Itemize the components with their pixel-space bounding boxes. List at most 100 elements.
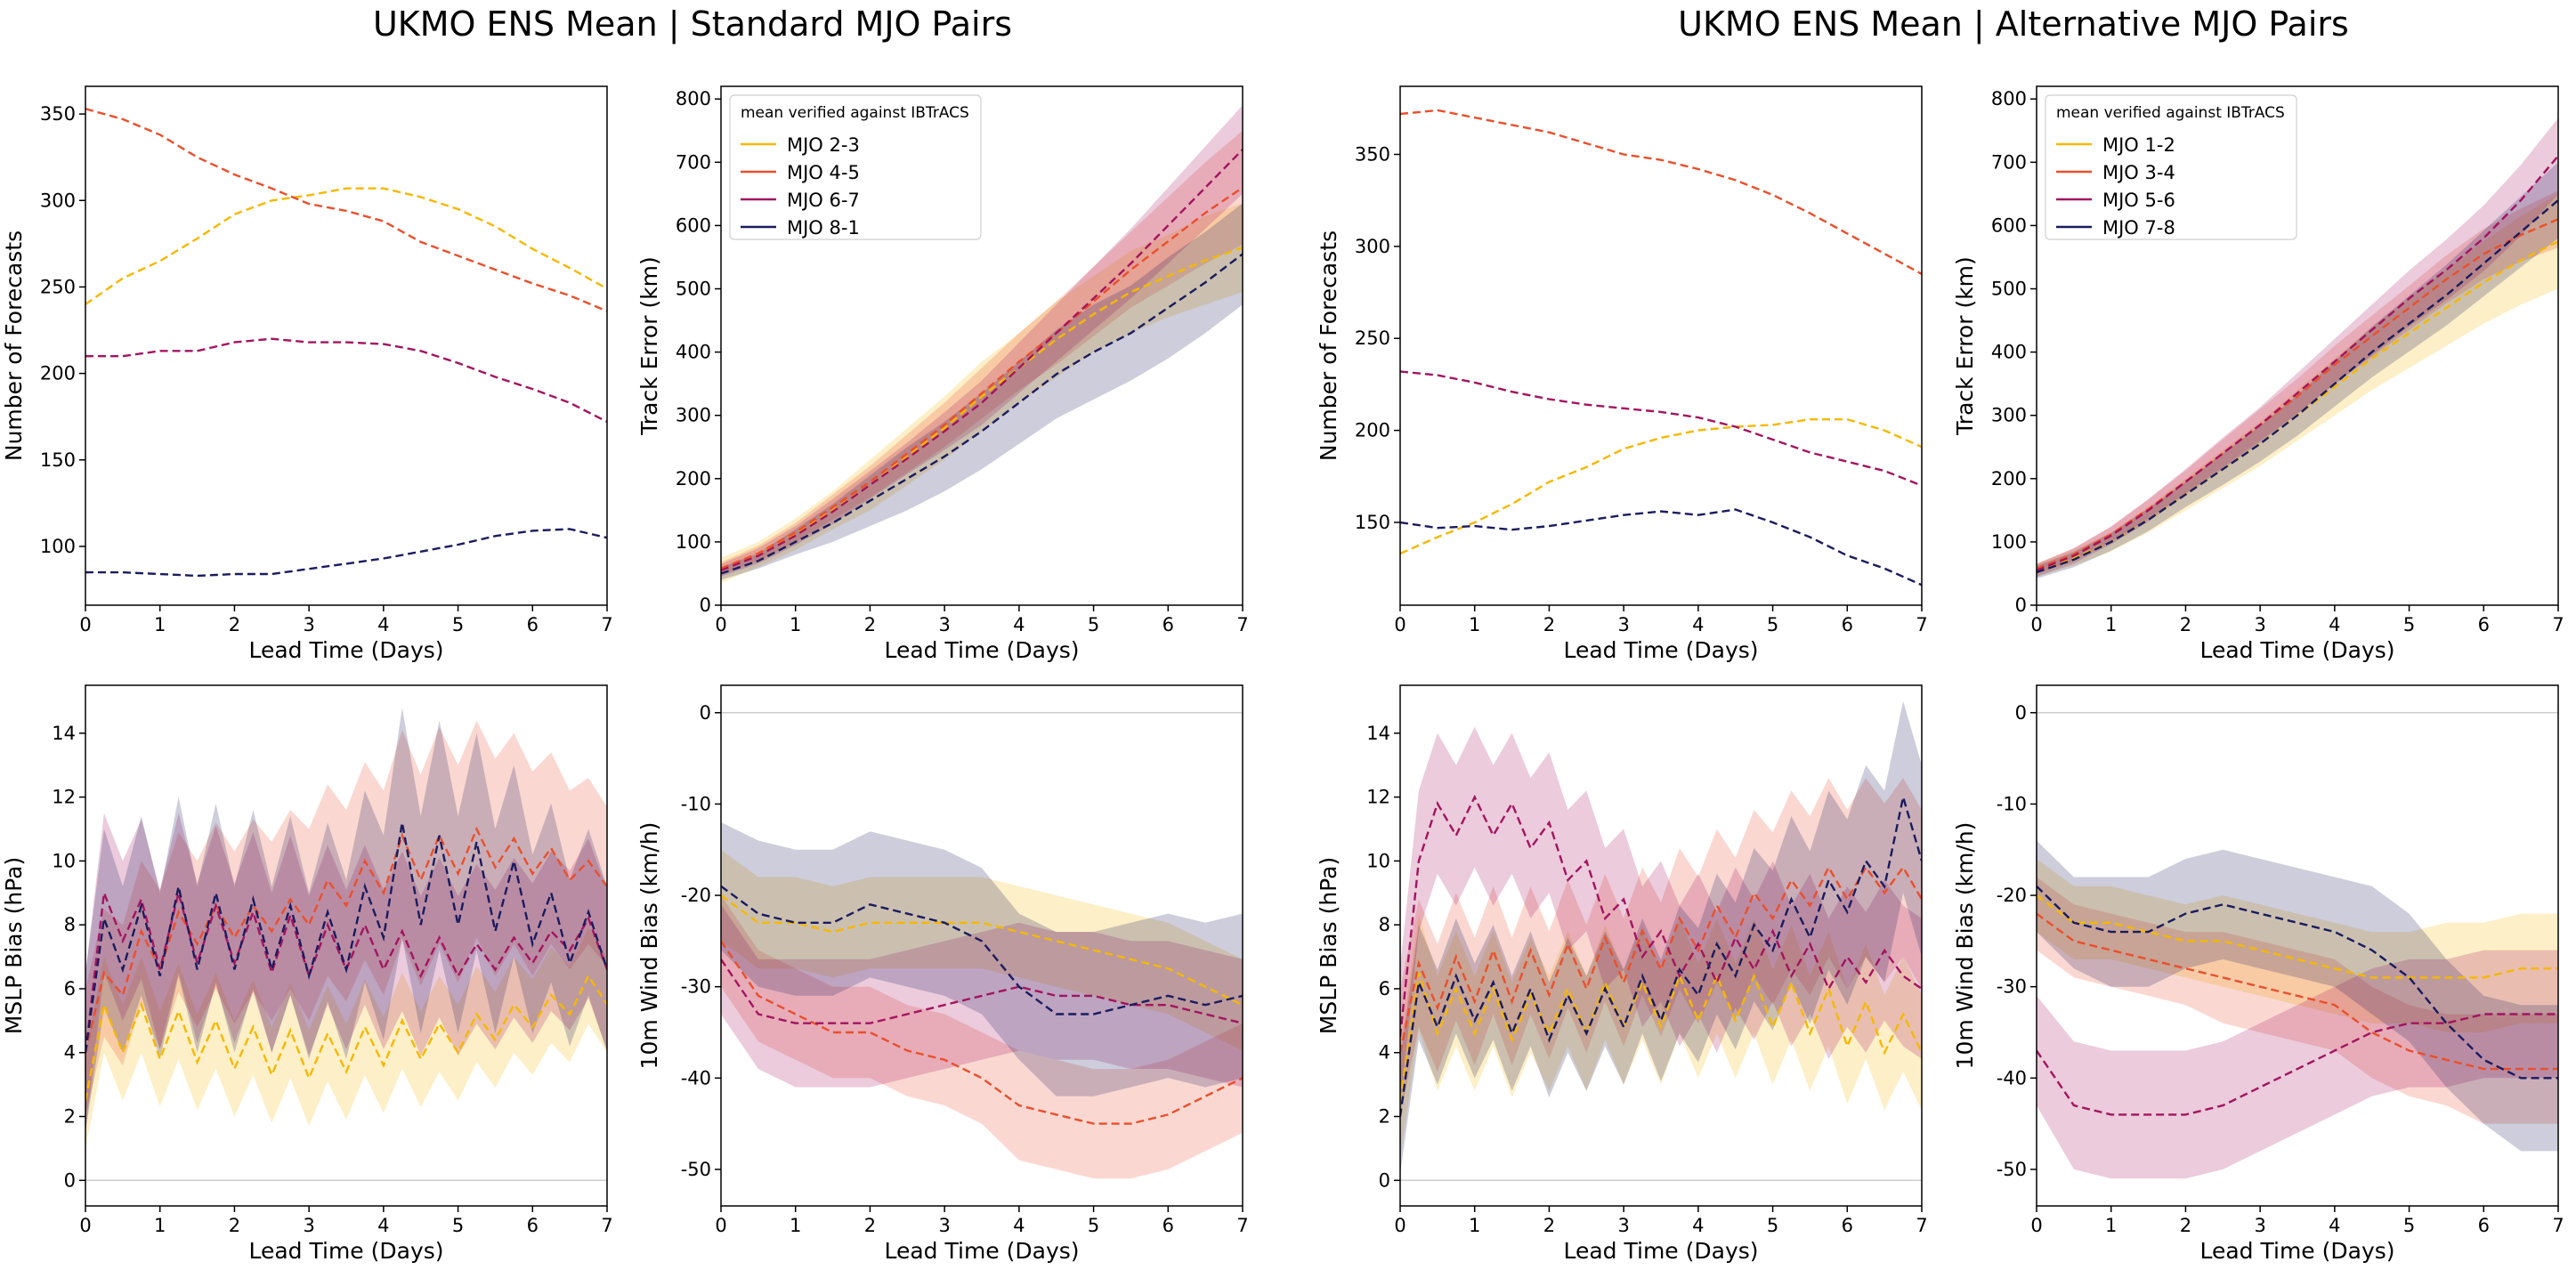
band-navy <box>85 708 607 1133</box>
y-tick-label: 800 <box>1991 88 2027 109</box>
y-tick-label: 600 <box>676 214 711 236</box>
x-tick-label: 4 <box>1013 1215 1025 1236</box>
y-tick-label: 2 <box>1379 1106 1390 1128</box>
legend-label: MJO 4-5 <box>787 162 860 183</box>
series-line-navy <box>85 528 607 578</box>
x-tick-label: 0 <box>715 614 726 635</box>
y-tick-label: 14 <box>1366 723 1390 744</box>
x-axis-label: Lead Time (Days) <box>248 637 443 663</box>
y-tick-label: 6 <box>64 978 76 999</box>
x-tick-label: 4 <box>377 614 389 635</box>
x-tick-label: 6 <box>1162 614 1174 635</box>
series-line-yellow <box>85 974 607 1101</box>
x-tick-label: 2 <box>1543 614 1555 635</box>
band-orange <box>1400 778 1922 1117</box>
y-tick-label: 10 <box>52 850 76 871</box>
x-tick-label: 3 <box>2254 1215 2265 1236</box>
x-tick-label: 3 <box>1617 614 1629 635</box>
y-tick-label: 300 <box>1355 236 1390 257</box>
x-tick-label: 4 <box>1013 614 1025 635</box>
y-tick-label: -30 <box>1997 976 2027 998</box>
series-line-orange <box>1400 109 1922 275</box>
y-tick-label: 0 <box>64 1169 76 1191</box>
y-tick-label: 400 <box>1991 342 2027 363</box>
chart-alt-count: 0 1 2 3 4 5 6 7 150 200 250 300 350 Lead Time (Days) N… <box>1316 85 1928 663</box>
y-tick-label: 12 <box>52 787 76 808</box>
series-line-yellow <box>1400 972 1922 1101</box>
y-tick-label: 250 <box>40 276 76 297</box>
y-tick-label: 500 <box>676 279 711 300</box>
x-tick-label: 5 <box>2403 614 2415 635</box>
series-line-yellow <box>2037 894 2558 979</box>
y-tick-label: 4 <box>1379 1042 1390 1064</box>
y-tick-label: 350 <box>40 103 76 125</box>
y-tick-label: 100 <box>676 531 711 553</box>
band-navy <box>1400 700 1922 1175</box>
x-tick-label: 2 <box>864 1215 876 1236</box>
y-tick-label: 350 <box>1355 143 1390 165</box>
series-line-magenta <box>2037 1013 2558 1116</box>
y-tick-label: -40 <box>1997 1067 2027 1088</box>
y-tick-label: -10 <box>681 793 711 814</box>
x-tick-label: 3 <box>938 1215 950 1236</box>
band-navy <box>721 821 1243 1096</box>
series-line-navy <box>721 253 1243 575</box>
y-axis-label: Number of Forecasts <box>1 231 27 461</box>
series-line-navy <box>721 885 1243 1015</box>
series-line-magenta <box>2037 155 2558 572</box>
legend-label: MJO 7-8 <box>2102 217 2175 239</box>
axes-frame <box>2036 684 2559 1207</box>
x-tick-label: 1 <box>154 1215 166 1236</box>
y-tick-label: 600 <box>1991 214 2027 236</box>
axes-frame <box>720 684 1243 1207</box>
x-tick-label: 1 <box>154 614 166 635</box>
y-tick-label: 200 <box>676 468 711 489</box>
series-line-orange <box>1400 865 1922 1053</box>
x-tick-label: 7 <box>601 614 612 635</box>
y-tick-label: 700 <box>1991 151 2027 173</box>
series-line-magenta <box>1400 794 1922 1037</box>
y-axis-label: MSLP Bias (hPa) <box>1316 857 1341 1034</box>
x-tick-label: 2 <box>2180 1215 2191 1236</box>
x-tick-label: 2 <box>1543 1215 1555 1236</box>
series-line-orange <box>2037 912 2558 1071</box>
y-axis-label: Number of Forecasts <box>1316 231 1341 461</box>
x-tick-label: 5 <box>1767 1215 1778 1236</box>
y-tick-label: 6 <box>1379 978 1390 999</box>
band-orange <box>2037 877 2558 1124</box>
y-tick-label: -10 <box>1997 793 2027 814</box>
series-line-yellow <box>1400 418 1922 555</box>
legend-label: MJO 2-3 <box>787 134 860 156</box>
series-line-orange <box>85 826 607 1053</box>
band-magenta <box>1400 726 1922 1107</box>
x-tick-label: 6 <box>527 1215 539 1236</box>
y-tick-label: 0 <box>700 702 711 724</box>
y-tick-label: 0 <box>2015 595 2027 616</box>
y-tick-label: -40 <box>681 1067 711 1088</box>
chart-alt-wind: 0 1 2 3 4 5 6 7 0 -10 -20 -30 -40 -50 Lead Time (Days)… <box>1952 684 2564 1264</box>
x-tick-label: 2 <box>229 614 240 635</box>
y-tick-label: -30 <box>681 976 711 998</box>
x-tick-label: 3 <box>303 1215 314 1236</box>
band-navy <box>721 203 1243 580</box>
x-tick-label: 0 <box>2030 614 2042 635</box>
series-line-yellow <box>85 187 607 305</box>
series-line-navy <box>2037 199 2558 574</box>
band-yellow <box>85 927 607 1149</box>
chart-std-count: 0 1 2 3 4 5 6 7 100 150 200 250 300 350 Lead Time (Day… <box>1 85 613 663</box>
x-tick-label: 7 <box>1916 614 1927 635</box>
y-tick-label: 8 <box>64 914 76 935</box>
y-tick-label: 400 <box>676 342 711 363</box>
x-tick-label: 7 <box>2552 1215 2564 1236</box>
x-tick-label: 6 <box>1842 1215 1853 1236</box>
y-tick-label: 300 <box>40 190 76 211</box>
band-navy <box>2037 840 2558 1152</box>
x-tick-label: 3 <box>938 614 950 635</box>
y-axis-label: Track Error (km) <box>1952 256 1978 436</box>
y-tick-label: 200 <box>40 363 76 384</box>
left-group-title: UKMO ENS Mean | Standard MJO Pairs <box>373 4 1012 44</box>
series-line-yellow <box>721 894 1243 1007</box>
x-tick-label: 5 <box>452 1215 464 1236</box>
band-orange <box>2037 190 2558 574</box>
